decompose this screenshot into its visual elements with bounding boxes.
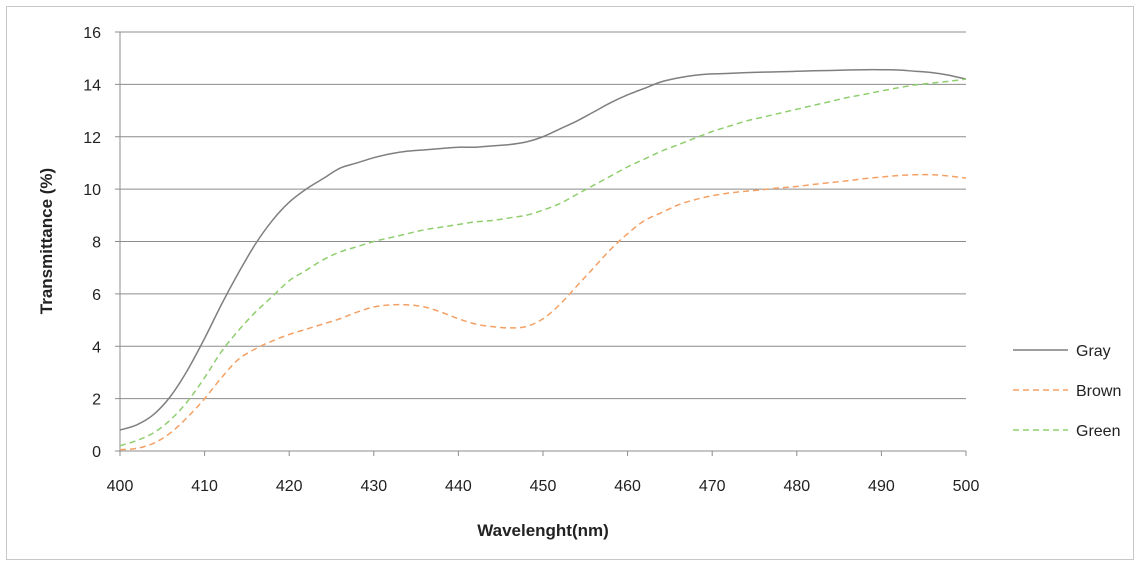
y-tick-label: 0 <box>92 444 101 461</box>
x-tick-label: 490 <box>868 478 895 495</box>
x-axis-title: Wavelenght(nm) <box>477 521 609 540</box>
y-tick-label: 4 <box>92 339 101 356</box>
y-tick-label: 8 <box>92 235 101 252</box>
legend: Gray Brown Green <box>1013 343 1121 440</box>
y-tick-label: 2 <box>92 392 101 409</box>
x-tick-label: 500 <box>953 478 980 495</box>
legend-item-green: Green <box>1013 423 1120 440</box>
x-tick-label: 470 <box>699 478 726 495</box>
legend-label-brown: Brown <box>1076 383 1121 400</box>
series-line-green <box>119 78 967 447</box>
axes <box>115 31 967 456</box>
series-line-brown <box>119 173 967 451</box>
series-lines <box>119 68 967 451</box>
x-tick-label: 430 <box>360 478 387 495</box>
x-tick-label: 460 <box>614 478 641 495</box>
y-tick-label: 16 <box>83 25 101 42</box>
x-tick-labels: 400 410 420 430 440 450 460 470 480 490 500 <box>107 478 980 495</box>
legend-label-gray: Gray <box>1076 343 1111 360</box>
x-tick-label: 440 <box>445 478 472 495</box>
legend-item-brown: Brown <box>1013 383 1121 400</box>
y-tick-label: 6 <box>92 287 101 304</box>
y-tick-label: 10 <box>83 182 101 199</box>
legend-item-gray: Gray <box>1013 343 1111 360</box>
x-tick-label: 420 <box>276 478 303 495</box>
y-tick-label: 14 <box>83 77 101 94</box>
y-tick-label: 12 <box>83 130 101 147</box>
chart-frame <box>6 6 1134 560</box>
legend-label-green: Green <box>1076 423 1120 440</box>
y-tick-labels: 0 2 4 6 8 10 12 14 16 <box>83 25 101 461</box>
x-tick-label: 480 <box>783 478 810 495</box>
y-axis-title: Transmittance (%) <box>37 168 56 314</box>
x-tick-label: 450 <box>530 478 557 495</box>
x-tick-label: 410 <box>191 478 218 495</box>
series-line-gray <box>119 68 967 431</box>
x-tick-label: 400 <box>107 478 134 495</box>
gridlines <box>120 31 966 400</box>
